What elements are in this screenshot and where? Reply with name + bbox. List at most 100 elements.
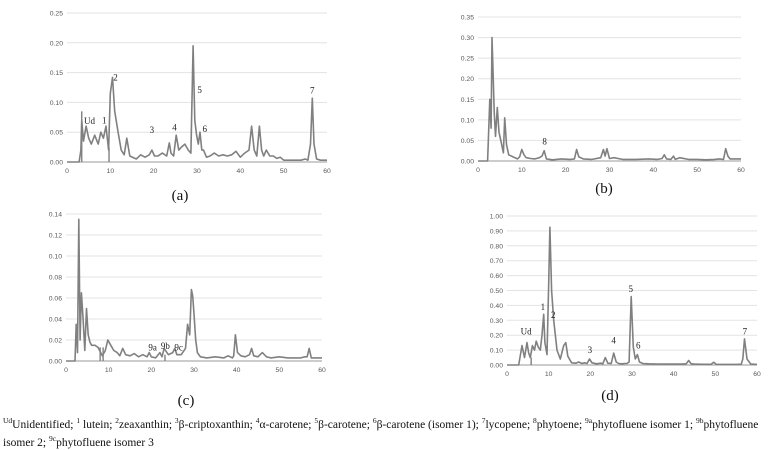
x-tick-label: 20 — [148, 367, 156, 374]
peak-label: 3 — [150, 125, 155, 135]
y-tick-label: 0.20 — [461, 76, 474, 83]
x-tick-label: 30 — [190, 367, 198, 374]
series-line — [478, 36, 741, 162]
x-tick-label: 60 — [323, 168, 331, 175]
x-tick-label: 60 — [318, 367, 326, 374]
chart-panel-b: 0.00 0.05 0.10 0.15 0.20 0.25 0.30 0.35 0 10 20 30 4… — [461, 15, 745, 198]
caption-text: phytofluene isomer 1; — [592, 418, 696, 431]
peak-label: 5 — [629, 284, 634, 294]
x-tick-label: 10 — [107, 168, 115, 175]
x-tick-label: 10 — [518, 167, 526, 174]
caption-text: β-carotene (isomer 1); — [376, 418, 482, 431]
y-tick-label: 0.05 — [461, 138, 474, 145]
y-tick-label: 0.10 — [461, 117, 474, 124]
panel-label: (d) — [601, 388, 619, 404]
y-tick-label: 0.00 — [461, 159, 474, 166]
x-tick-label: 40 — [233, 367, 241, 374]
y-tick-label: 0.00 — [49, 359, 62, 366]
caption-sup: 3 — [174, 416, 179, 425]
x-tick-label: 60 — [753, 371, 761, 378]
caption-sup: 6 — [372, 416, 377, 425]
x-tick-label: 10 — [105, 367, 113, 374]
caption-text: phytoene; — [536, 418, 586, 431]
caption-text: β-criptoxanthin; — [178, 418, 256, 431]
chart-panel-a: 0.00 0.05 0.10 0.15 0.20 0.25 0 10 20 30 40 50 60 Ud 1… — [50, 11, 331, 205]
caption-sup: 4 — [255, 416, 260, 425]
peak-label: 1 — [102, 115, 107, 125]
x-tick-label: 40 — [650, 167, 658, 174]
peak-label: 5 — [197, 85, 202, 95]
x-tick-label: 0 — [505, 371, 509, 378]
y-tick-label: 0.30 — [461, 35, 474, 42]
panel-label: (b) — [595, 181, 613, 197]
y-tick-label: 0.02 — [49, 338, 62, 345]
y-tick-label: 0.00 — [490, 363, 503, 370]
series-line — [66, 218, 322, 362]
x-tick-label: 50 — [280, 168, 288, 175]
y-tick-label: 0.00 — [50, 160, 63, 167]
y-tick-label: 0.10 — [490, 348, 503, 355]
series-line — [507, 226, 758, 366]
x-tick-label: 0 — [64, 367, 68, 374]
peak-label: 1 — [541, 302, 546, 312]
y-tick-label: 0.30 — [490, 318, 503, 325]
peak-label: 6 — [203, 124, 208, 134]
chart-panel-d: 0.00 0.10 0.20 0.30 0.40 0.50 0.60 0.70 0.80 0.90… — [490, 214, 761, 405]
y-tick-label: 0.15 — [50, 70, 63, 77]
peak-label: Ud — [521, 326, 532, 336]
y-tick-label: 0.80 — [490, 243, 503, 250]
chart-panel-c: 0.00 0.02 0.04 0.06 0.08 0.10 0.12 0.14 0 10 20 30 4… — [49, 212, 326, 410]
peak-label: 2 — [113, 72, 118, 82]
caption-text: zeaxanthin; — [119, 418, 175, 431]
y-tick-label: 0.40 — [490, 303, 503, 310]
y-tick-label: 0.20 — [490, 333, 503, 340]
x-tick-label: 60 — [737, 167, 745, 174]
y-tick-label: 0.70 — [490, 258, 503, 265]
x-tick-label: 40 — [237, 168, 245, 175]
caption-text: α-carotene; — [259, 418, 315, 431]
x-tick-label: 50 — [693, 167, 701, 174]
series-line — [67, 44, 327, 163]
caption-text: phytofluene isomer 3 — [56, 436, 154, 449]
caption-sup: 1 — [76, 416, 81, 425]
x-tick-label: 20 — [150, 168, 158, 175]
panel-label: (c) — [178, 393, 195, 409]
peak-label: Ud — [84, 116, 95, 126]
caption-text: lutein; — [80, 418, 116, 431]
peak-label: 4 — [172, 122, 177, 132]
y-tick-label: 0.25 — [50, 11, 63, 18]
peak-label: 7 — [310, 85, 315, 95]
caption-sup: 9b — [695, 416, 704, 425]
x-tick-label: 10 — [545, 371, 553, 378]
x-tick-label: 0 — [476, 167, 480, 174]
caption-sup: 2 — [115, 416, 120, 425]
x-tick-label: 40 — [670, 371, 678, 378]
caption-sup: 7 — [481, 416, 486, 425]
y-tick-label: 0.25 — [461, 56, 474, 63]
peak-label: 6 — [636, 341, 641, 351]
peak-label: 3 — [588, 345, 593, 355]
y-tick-label: 0.15 — [461, 97, 474, 104]
x-tick-label: 30 — [628, 371, 636, 378]
peak-label: 4 — [611, 335, 616, 345]
caption-sup: Ud — [3, 416, 13, 425]
x-tick-label: 20 — [562, 167, 570, 174]
caption-sup: 8 — [533, 416, 537, 425]
y-tick-label: 0.14 — [49, 212, 62, 219]
caption-text: phytofluene isomer 2; — [3, 418, 759, 449]
peak-label: 7 — [743, 326, 748, 336]
x-tick-label: 50 — [712, 371, 720, 378]
y-tick-label: 0.35 — [461, 15, 474, 22]
figure-caption: UdUnidentified; 1 lutein; 2zeaxanthin; 3… — [3, 414, 779, 450]
x-tick-label: 0 — [65, 168, 69, 175]
y-tick-label: 0.20 — [50, 40, 63, 47]
y-tick-label: 0.50 — [490, 288, 503, 295]
caption-sup: 5 — [314, 416, 319, 425]
x-tick-label: 50 — [276, 367, 284, 374]
y-tick-label: 1.00 — [490, 214, 503, 221]
caption-text: Unidentified; — [12, 418, 77, 431]
panel-label: (a) — [172, 188, 189, 204]
caption-text: β-carotene; — [318, 418, 373, 431]
y-tick-label: 0.04 — [49, 317, 62, 324]
